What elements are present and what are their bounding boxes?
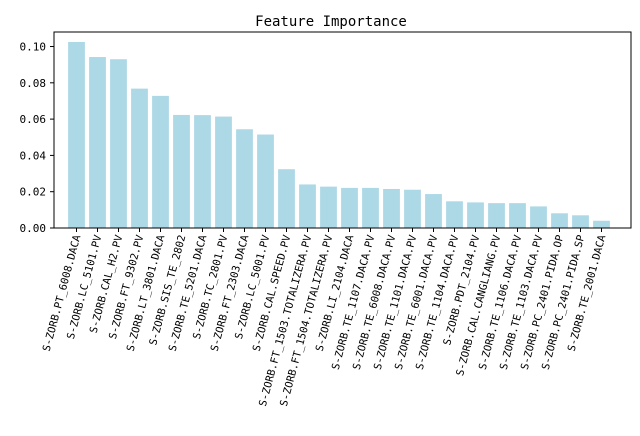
bar-25: [572, 215, 589, 228]
bar-11: [278, 169, 295, 228]
bar-22: [509, 203, 526, 228]
chart-title: Feature Importance: [255, 14, 407, 30]
bar-8: [215, 116, 232, 228]
bar-18: [425, 194, 442, 228]
bar-1: [68, 41, 85, 229]
y-tick-label-1: 0.00: [20, 222, 47, 235]
y-tick-label-5: 0.08: [20, 77, 47, 90]
x-axis: S-ZORB.PT_6008.DACAS-ZORB.LC_5101.PVS-ZO…: [41, 228, 609, 408]
y-tick-label-3: 0.04: [20, 149, 47, 162]
bar-26: [593, 220, 610, 228]
plot-frame: [53, 31, 632, 229]
bar-24: [551, 213, 568, 228]
y-tick-label-6: 0.10: [20, 41, 47, 54]
bar-7: [194, 115, 211, 228]
bar-6: [173, 114, 190, 228]
bar-2: [89, 57, 106, 228]
bar-21: [488, 203, 505, 228]
bar-16: [383, 188, 400, 228]
bar-20: [467, 202, 484, 228]
bar-23: [530, 206, 547, 228]
bar-9: [236, 129, 253, 228]
y-tick-label-2: 0.02: [20, 186, 47, 199]
y-tick-label-4: 0.06: [20, 113, 47, 126]
bar-13: [320, 186, 337, 228]
bar-19: [446, 201, 463, 228]
bar-15: [362, 187, 379, 228]
bar-14: [341, 187, 358, 228]
bars-group: [68, 41, 610, 229]
bar-17: [404, 189, 421, 228]
y-axis: 0.00 0.02 0.04 0.06 0.08 0.10: [20, 41, 54, 235]
bar-5: [152, 95, 169, 228]
bar-4: [131, 88, 148, 229]
bar-3: [110, 59, 127, 228]
bar-10: [257, 134, 274, 228]
bar-12: [299, 184, 316, 228]
